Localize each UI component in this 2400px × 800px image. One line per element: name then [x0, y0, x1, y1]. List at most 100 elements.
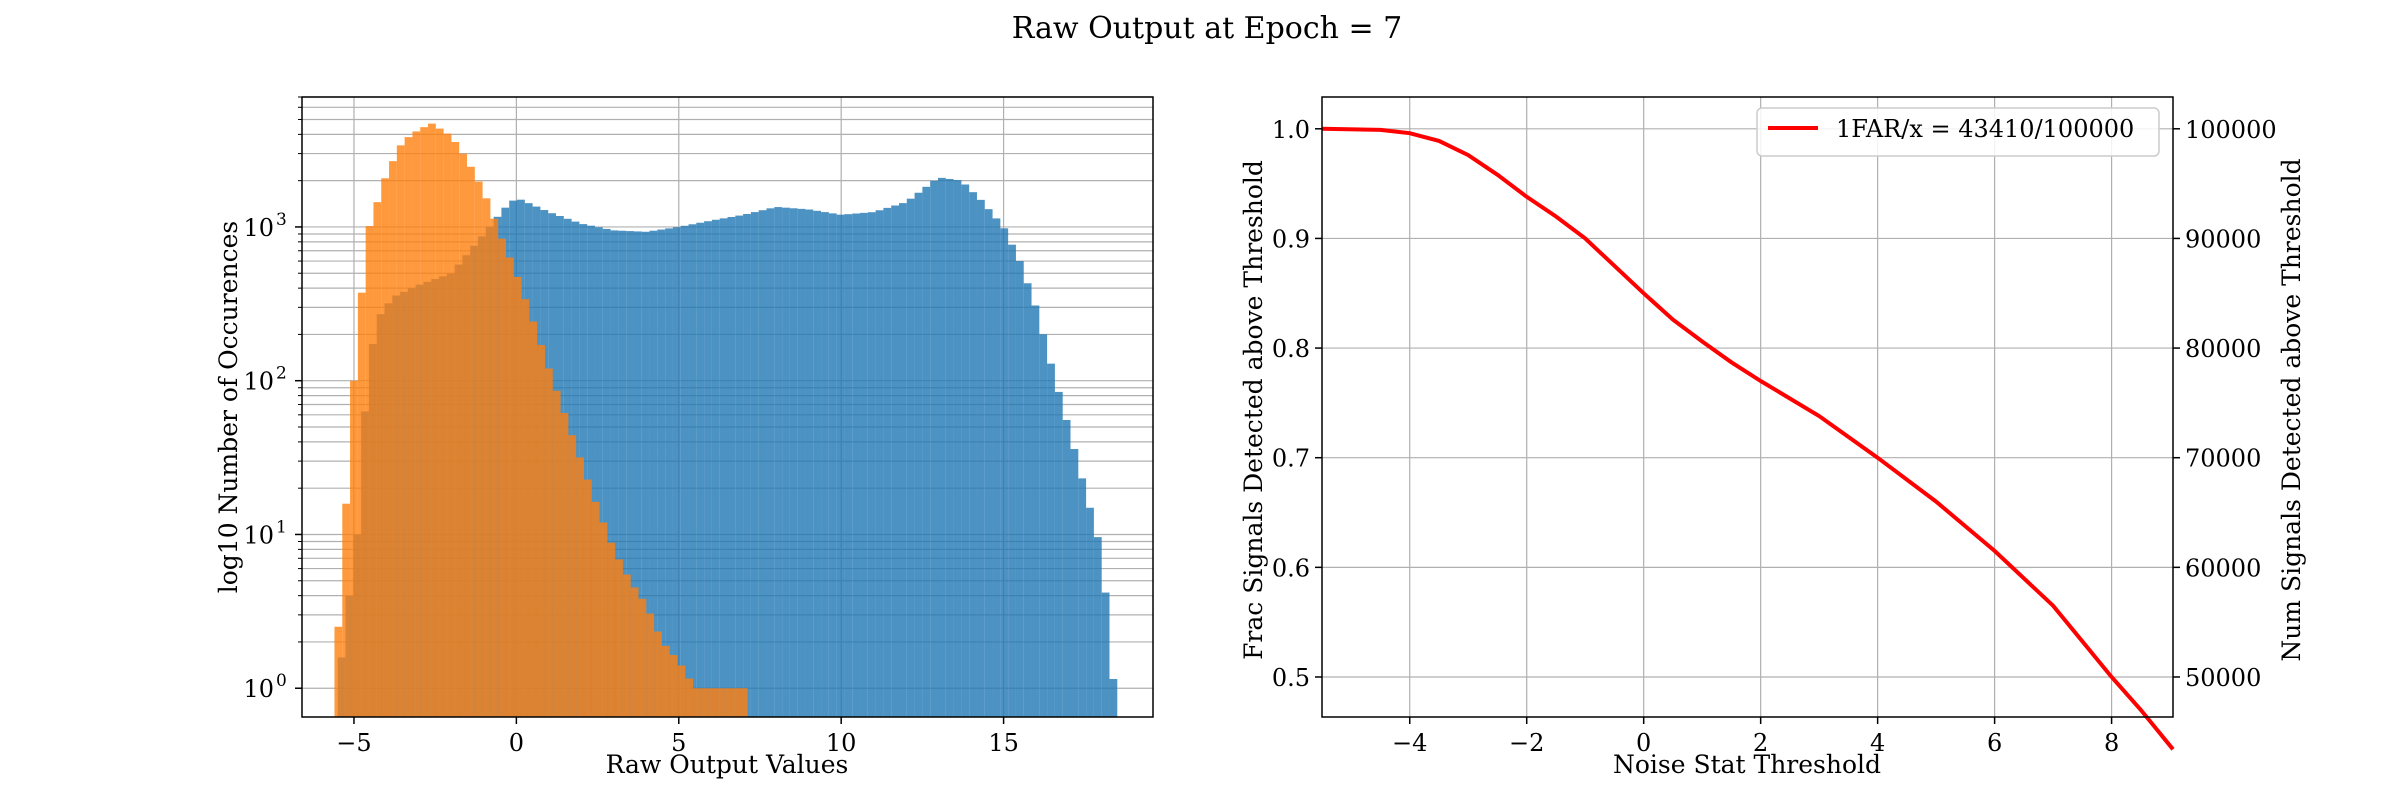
histogram-bar — [396, 145, 405, 718]
detection-y-tick-label: 1.0 — [1272, 116, 1310, 144]
histogram-bar — [821, 212, 829, 717]
histogram-bar — [529, 321, 538, 717]
histogram-bar — [685, 678, 694, 717]
histogram-bar — [883, 207, 892, 717]
detection-y-ticks: 0.5 0.6 0.7 0.8 0.9 1.0 — [1272, 116, 1322, 692]
histogram-bar — [498, 238, 506, 717]
histogram-y-axis-label: log10 Number of Occurences — [214, 221, 243, 594]
histogram-bar — [334, 626, 343, 717]
histogram-bar — [724, 688, 733, 717]
histogram-bar — [716, 688, 725, 717]
detection-y-tick-label: 0.7 — [1272, 445, 1310, 473]
figure-title: Raw Output at Epoch = 7 — [1012, 11, 1403, 46]
histogram-bar — [672, 227, 681, 718]
histogram-bar — [860, 212, 868, 718]
detection-right-y-tick-label: 60000 — [2185, 554, 2261, 582]
histogram-bar — [766, 208, 775, 717]
histogram-bar — [852, 213, 861, 717]
histogram-bar — [961, 184, 970, 717]
histogram-bar — [638, 598, 647, 717]
detection-y-tick-label: 0.6 — [1272, 554, 1310, 582]
histogram-bar — [743, 213, 751, 718]
histogram-bar — [813, 210, 822, 717]
detection-right-y-tick-label: 90000 — [2185, 225, 2261, 253]
histogram-bar — [953, 180, 962, 718]
histogram-bar — [1023, 283, 1032, 717]
histogram-bar — [922, 186, 931, 718]
histogram-x-ticks: −5 0 5 10 15 — [336, 717, 1019, 757]
histogram-frame — [301, 96, 1154, 718]
histogram-bar — [451, 141, 460, 717]
histogram-bar — [560, 412, 569, 717]
histogram-bar — [365, 226, 374, 717]
histogram-bar — [357, 292, 366, 717]
histogram-series-orange — [334, 123, 748, 718]
histogram-bar — [443, 133, 452, 717]
histogram-x-tick-label: 0 — [509, 729, 524, 757]
histogram-bar — [607, 542, 616, 717]
detection-x-tick-label: −2 — [1509, 729, 1544, 757]
histogram-bar — [389, 161, 397, 717]
histogram-bar — [727, 216, 736, 718]
histogram-bar — [482, 198, 491, 717]
detection-y-axis-label: Frac Signals Detected above Threshold — [1239, 160, 1268, 660]
histogram-bar — [750, 212, 759, 717]
histogram-bar — [568, 435, 577, 717]
histogram-bar — [711, 219, 720, 717]
histogram-bar — [867, 212, 876, 717]
histogram-x-tick-label: −5 — [336, 729, 371, 757]
histogram-bar — [428, 123, 436, 718]
histogram-bar — [735, 215, 744, 717]
histogram-bar — [789, 208, 798, 717]
histogram-x-tick-label: 15 — [988, 729, 1019, 757]
histogram-bar — [688, 224, 697, 717]
detection-x-ticks: −4 −2 0 2 4 6 8 — [1392, 717, 2119, 757]
detection-right-y-tick-label: 50000 — [2185, 664, 2261, 692]
histogram-bar — [591, 501, 600, 717]
histogram-y-tick-label: 10 — [243, 675, 274, 703]
histogram-bar — [420, 127, 429, 717]
histogram-bar — [992, 218, 1001, 717]
histogram-bar — [583, 479, 592, 717]
histogram-bar — [602, 228, 611, 717]
histogram-bar — [490, 218, 499, 717]
histogram-y-tick-exponent: 2 — [276, 364, 287, 384]
detection-y-tick-label: 0.8 — [1272, 335, 1310, 363]
histogram-y-tick-exponent: 3 — [276, 210, 287, 230]
histogram-bar — [641, 231, 650, 717]
histogram-bar — [797, 208, 806, 717]
histogram-x-axis-label: Raw Output Values — [606, 750, 849, 779]
histogram-bar — [774, 207, 783, 717]
histogram-bar — [459, 153, 468, 718]
detection-y-tick-label: 0.5 — [1272, 664, 1310, 692]
detection-frame — [1321, 96, 2174, 718]
histogram-bar — [505, 257, 514, 717]
histogram-bar — [1101, 592, 1110, 717]
detection-right-y-tick-label: 70000 — [2185, 445, 2261, 473]
histogram-bar — [610, 230, 619, 717]
histogram-bar — [599, 522, 608, 717]
detection-x-tick-label: 4 — [1870, 729, 1885, 757]
histogram-bar — [467, 166, 475, 718]
histogram-bar — [412, 131, 421, 717]
histogram-bar — [654, 631, 662, 717]
histogram-bar — [828, 213, 837, 717]
histogram-bar — [696, 222, 705, 718]
detection-x-axis-label: Noise Stat Threshold — [1613, 750, 1881, 779]
histogram-bar — [680, 225, 689, 718]
histogram-bar — [1031, 305, 1040, 717]
histogram-bar — [719, 218, 728, 717]
histogram-y-tick-exponent: 0 — [276, 671, 287, 691]
histogram-bar — [1070, 449, 1079, 717]
detection-grid — [1322, 97, 2173, 717]
histogram-bar — [782, 207, 790, 717]
histogram-bar — [1008, 244, 1016, 717]
legend: 1FAR/x = 43410/100000 — [1756, 107, 2160, 157]
histogram-x-tick-label: 5 — [671, 729, 686, 757]
histogram-bar — [657, 229, 666, 717]
histogram-bar — [649, 230, 658, 717]
histogram-bar — [805, 209, 814, 717]
histogram-bar — [1086, 507, 1094, 717]
